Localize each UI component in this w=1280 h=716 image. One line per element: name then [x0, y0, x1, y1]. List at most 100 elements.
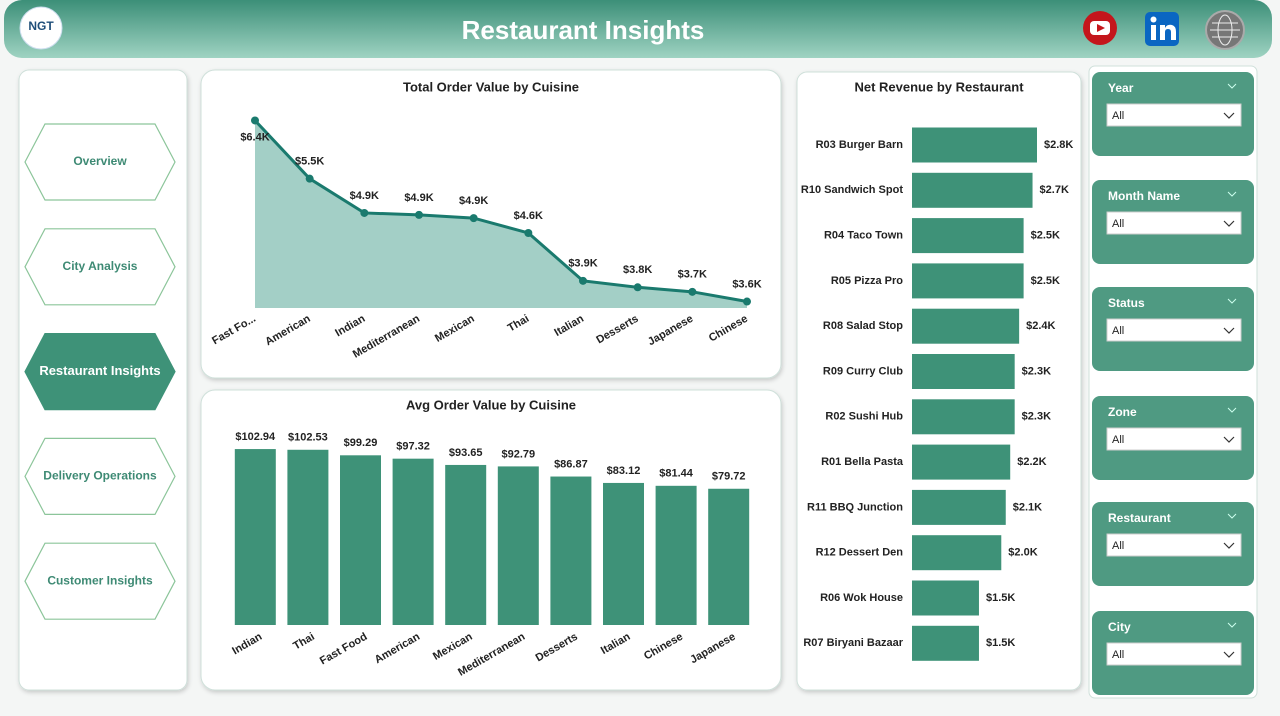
dropdown-caret [1223, 112, 1235, 119]
y-tick-label: R02 Sushi Hub [825, 411, 903, 423]
bar [912, 399, 1015, 435]
y-tick-label: R04 Taco Town [824, 230, 903, 242]
y-tick-label: R07 Biryani Bazaar [803, 637, 903, 649]
bar [392, 458, 434, 625]
data-label: $4.9K [459, 195, 488, 207]
nav-button[interactable] [24, 542, 176, 620]
nav-label[interactable]: Customer Insights [47, 573, 153, 587]
point [579, 276, 587, 285]
filter-caret [1227, 298, 1237, 304]
dropdown-caret [1223, 220, 1235, 227]
dropdown-value[interactable]: All [1112, 434, 1124, 446]
data-label: $2.2K [1017, 456, 1046, 468]
dropdown-value[interactable]: All [1112, 110, 1124, 122]
data-label: $86.87 [554, 458, 588, 470]
filter-label: City [1108, 620, 1131, 634]
data-label: $2.4K [1026, 320, 1055, 332]
y-tick-label: R09 Curry Club [823, 365, 903, 377]
data-label: $99.29 [344, 437, 378, 449]
data-label: $2.5K [1031, 275, 1060, 287]
point [415, 210, 423, 219]
bar [550, 476, 592, 625]
filter-label: Month Name [1108, 189, 1180, 203]
bar [497, 466, 539, 625]
data-label: $3.8K [623, 264, 652, 276]
logo-text: NGT [28, 19, 54, 33]
bar [912, 218, 1024, 254]
filter-label: Year [1108, 81, 1134, 95]
data-label: $4.9K [350, 190, 379, 202]
area [255, 120, 747, 308]
point [688, 287, 697, 296]
data-label: $1.5K [986, 592, 1015, 604]
data-label: $4.6K [514, 210, 543, 222]
dropdown-caret [1223, 436, 1235, 443]
y-tick-label: R06 Wok House [820, 592, 903, 604]
data-label: $4.9K [404, 192, 433, 204]
nav-label[interactable]: Restaurant Insights [39, 363, 160, 378]
nav-label[interactable]: Overview [73, 154, 127, 168]
nav-button[interactable] [24, 228, 176, 306]
data-label: $6.4K [240, 131, 269, 143]
dropdown-caret [1223, 327, 1235, 334]
dropdown[interactable] [1106, 427, 1242, 451]
point [633, 283, 642, 292]
bar [912, 444, 1011, 480]
bar [912, 354, 1015, 389]
dropdown-caret [1223, 542, 1235, 549]
dropdown[interactable] [1106, 642, 1242, 666]
bar [912, 172, 1033, 208]
nav-label[interactable]: City Analysis [63, 259, 138, 273]
logo [19, 6, 63, 50]
dropdown-value[interactable]: All [1112, 540, 1124, 552]
point [360, 208, 369, 217]
y-tick-label: R12 Dessert Den [816, 547, 904, 559]
dropdown-value[interactable]: All [1112, 325, 1124, 337]
data-label: $3.7K [678, 269, 707, 281]
filter-caret [1227, 407, 1237, 413]
header-bar [4, 0, 1272, 58]
filter-panel [1088, 65, 1258, 699]
dropdown[interactable] [1106, 318, 1242, 342]
dropdown[interactable] [1106, 533, 1242, 557]
bar [445, 464, 487, 625]
dropdown[interactable] [1106, 211, 1242, 235]
data-label: $102.94 [235, 431, 276, 443]
nav-label[interactable]: Delivery Operations [43, 469, 157, 483]
data-label: $97.32 [396, 441, 430, 453]
filter-caret [1227, 622, 1237, 628]
point [524, 228, 533, 237]
nav-button[interactable] [24, 333, 176, 411]
bar [912, 489, 1006, 525]
bar [340, 455, 381, 625]
bar [912, 535, 1002, 571]
chart-title: Net Revenue by Restaurant [854, 79, 1024, 94]
youtube-icon[interactable] [1083, 11, 1117, 45]
chart-title: Avg Order Value by Cuisine [406, 397, 576, 412]
point [469, 214, 478, 223]
dropdown[interactable] [1106, 103, 1242, 127]
web-icon[interactable] [1205, 10, 1245, 50]
bar [234, 449, 276, 625]
data-label: $2.5K [1031, 230, 1060, 242]
data-label: $93.65 [449, 447, 483, 459]
point [743, 297, 751, 306]
bar [912, 263, 1024, 299]
point [305, 174, 314, 183]
nav-button[interactable] [24, 123, 176, 201]
bar [912, 580, 979, 616]
data-label: $2.7K [1040, 184, 1069, 196]
filter-label: Status [1108, 296, 1145, 310]
data-label: $83.12 [607, 465, 641, 477]
dropdown-value[interactable]: All [1112, 218, 1124, 230]
filter-caret [1227, 513, 1237, 519]
data-label: $5.5K [295, 156, 324, 168]
data-label: $2.3K [1022, 365, 1051, 377]
dropdown-value[interactable]: All [1112, 649, 1124, 661]
nav-button[interactable] [24, 437, 176, 516]
data-label: $1.5K [986, 637, 1015, 649]
bar [912, 127, 1037, 163]
linkedin-icon[interactable] [1145, 12, 1179, 46]
y-tick-label: R05 Pizza Pro [831, 275, 903, 287]
dropdown-caret [1223, 651, 1235, 658]
